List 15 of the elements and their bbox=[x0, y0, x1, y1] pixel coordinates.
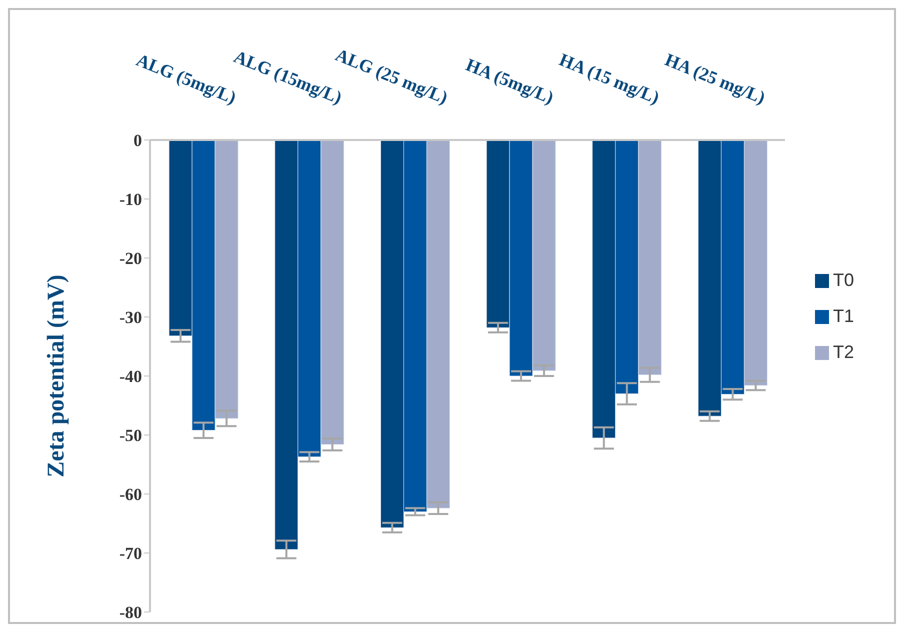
y-tick-label: -50 bbox=[119, 426, 142, 446]
y-tick-label: -30 bbox=[119, 308, 142, 328]
x-tick-label: HA (15 mg/L) bbox=[556, 49, 662, 108]
y-tick-label: -10 bbox=[119, 190, 142, 210]
legend-label: T2 bbox=[832, 342, 854, 362]
y-tick-label: -20 bbox=[119, 249, 142, 268]
y-tick-label: -60 bbox=[119, 485, 142, 504]
y-tick-label: 0 bbox=[134, 131, 142, 150]
y-axis-title: Zeta potential (mV) bbox=[44, 274, 70, 478]
x-tick-label: HA (25 mg/L) bbox=[662, 49, 768, 108]
legend-label: T0 bbox=[832, 270, 854, 290]
legend-label: T1 bbox=[832, 306, 854, 326]
y-tick-label: -80 bbox=[119, 603, 142, 622]
y-tick-label: -40 bbox=[119, 367, 142, 386]
y-tick-label: -70 bbox=[119, 544, 142, 564]
